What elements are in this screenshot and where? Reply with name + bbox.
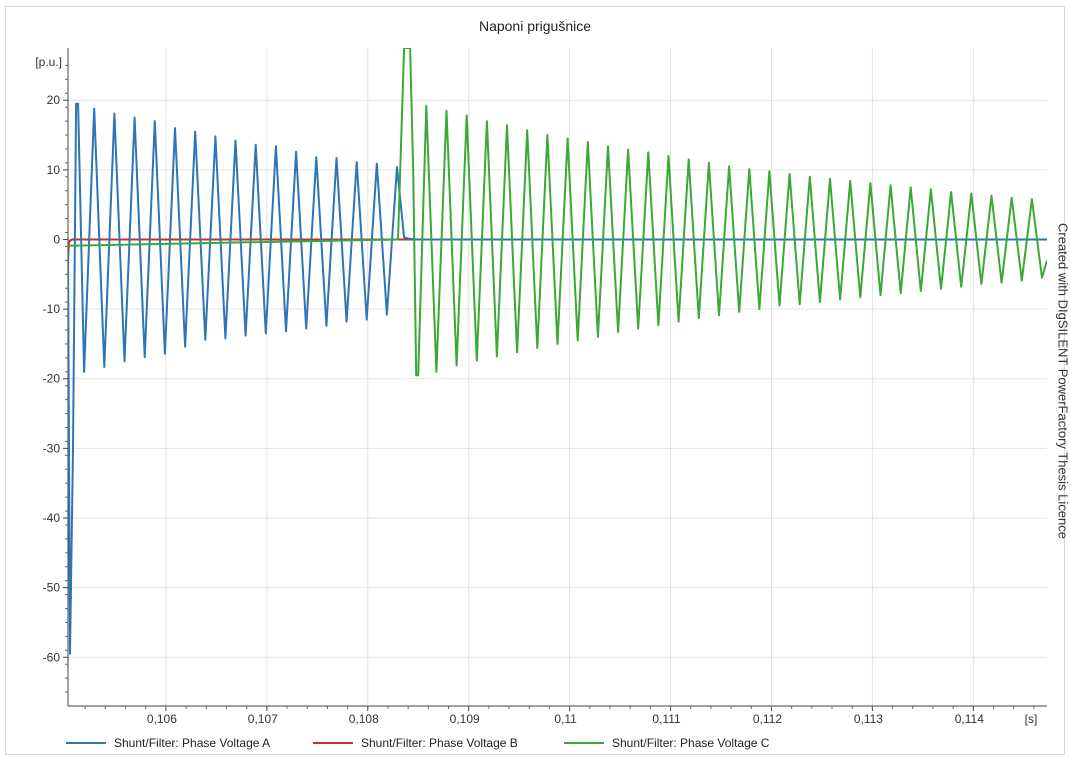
x-tick-label: 0,109 bbox=[450, 712, 480, 726]
ticks: 0,106 0,107 0,108 0,109 0,11 0,111 0,112 0,113 0… bbox=[35, 55, 1037, 726]
series-line-phase-a bbox=[68, 102, 1047, 655]
series-lines bbox=[68, 48, 1047, 655]
y-tick-label: 20 bbox=[47, 93, 61, 107]
x-tick-label: 0,108 bbox=[349, 712, 379, 726]
legend-swatch-phase-c bbox=[564, 741, 604, 744]
legend-swatch-phase-a bbox=[66, 741, 106, 744]
legend-label-phase-c: Shunt/Filter: Phase Voltage C bbox=[612, 736, 770, 750]
y-tick-label: -50 bbox=[43, 581, 61, 595]
y-tick-label: 10 bbox=[47, 163, 61, 177]
x-tick-label: 0,112 bbox=[753, 712, 782, 726]
legend-label-phase-a: Shunt/Filter: Phase Voltage A bbox=[114, 736, 271, 750]
x-tick-label: 0,111 bbox=[652, 712, 681, 726]
x-tick-label: 0,113 bbox=[854, 712, 883, 726]
y-tick-label: -60 bbox=[43, 650, 61, 664]
y-axis-unit-label: [p.u.] bbox=[35, 55, 62, 69]
y-tick-label: -10 bbox=[43, 302, 61, 316]
y-tick-label: -40 bbox=[43, 511, 61, 525]
x-tick-label: 0,11 bbox=[554, 712, 577, 726]
legend-label-phase-b: Shunt/Filter: Phase Voltage B bbox=[361, 736, 518, 750]
x-tick-label: 0,107 bbox=[248, 712, 278, 726]
chart-frame bbox=[5, 6, 1065, 755]
x-tick-label: 0,106 bbox=[147, 712, 177, 726]
grid bbox=[68, 48, 1047, 706]
y-tick-label: 0 bbox=[53, 232, 60, 246]
chart-title: Naponi prigušnice bbox=[478, 18, 592, 34]
legend-item-phase-a: Shunt/Filter: Phase Voltage A bbox=[66, 736, 270, 750]
legend-item-phase-c: Shunt/Filter: Phase Voltage C bbox=[564, 736, 769, 750]
legend-item-phase-b: Shunt/Filter: Phase Voltage B bbox=[313, 736, 518, 750]
legend-swatch-phase-b bbox=[313, 741, 353, 744]
series-line-phase-c bbox=[68, 48, 1047, 377]
y-tick-label: -30 bbox=[43, 441, 61, 455]
x-axis-unit-label: [s] bbox=[1025, 712, 1038, 726]
y-tick-label: -20 bbox=[43, 372, 61, 386]
x-tick-label: 0,114 bbox=[955, 712, 984, 726]
